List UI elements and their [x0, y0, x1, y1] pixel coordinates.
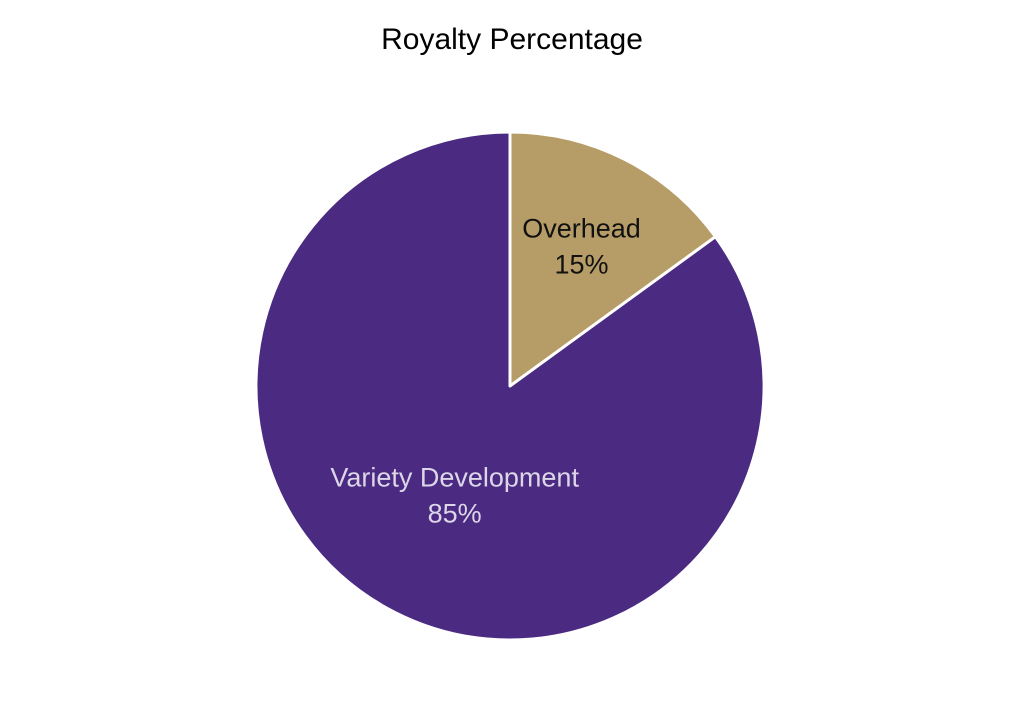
- slice-label-variety-development: Variety Development: [330, 463, 579, 493]
- slice-label-overhead: Overhead: [522, 214, 641, 244]
- pie-labels: Overhead 15% Variety Development 85%: [330, 214, 640, 529]
- slice-value-variety-development: 85%: [428, 499, 482, 529]
- chart-title: Royalty Percentage: [381, 23, 643, 56]
- slice-value-overhead: 15%: [554, 250, 608, 280]
- pie-slice-variety-development: [254, 130, 766, 642]
- pie-slices: [254, 130, 766, 642]
- pie-slice-overhead: [508, 130, 717, 388]
